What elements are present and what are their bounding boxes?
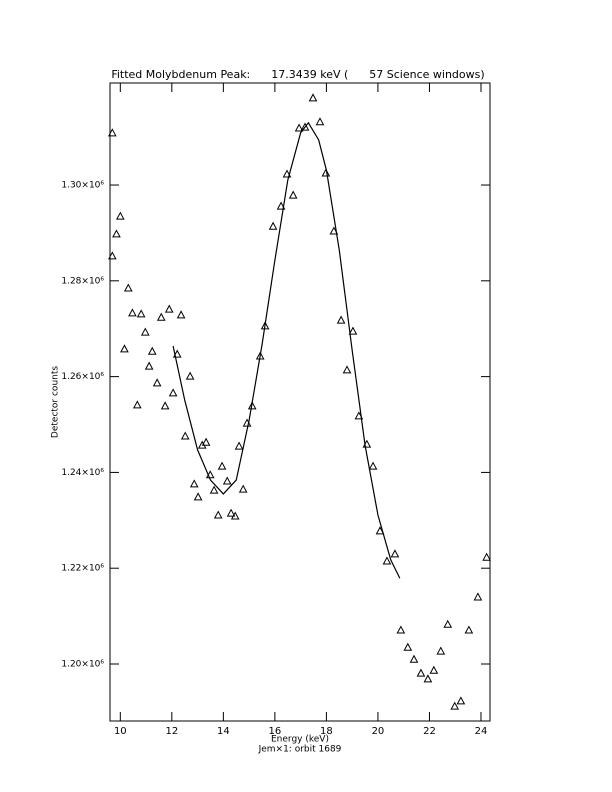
data-point — [336, 315, 346, 324]
data-point — [213, 510, 223, 519]
data-point — [176, 310, 186, 319]
data-point — [416, 668, 426, 677]
data-point — [140, 327, 150, 336]
x-tick-label: 20 — [372, 726, 385, 737]
data-point — [107, 251, 117, 260]
data-point — [128, 308, 137, 317]
data-point — [189, 479, 199, 488]
data-point — [315, 117, 325, 126]
data-point — [268, 221, 278, 230]
data-point — [144, 361, 154, 370]
y-tick-label: 1.22×10⁶ — [61, 564, 104, 574]
data-point — [282, 169, 292, 178]
subtitle: Jem×1: orbit 1689 — [258, 745, 342, 755]
x-tick-label: 12 — [165, 726, 178, 737]
fit-curve — [172, 121, 401, 579]
data-point — [132, 400, 142, 409]
y-tick-label: 1.30×10⁶ — [61, 181, 104, 191]
data-point — [473, 592, 483, 601]
x-tick-label: 10 — [114, 726, 127, 737]
data-point — [164, 304, 174, 313]
data-point — [321, 168, 331, 177]
data-point — [260, 321, 270, 330]
data-point — [342, 365, 352, 374]
data-point — [238, 484, 248, 493]
y-tick-label: 1.26×10⁶ — [61, 372, 104, 382]
data-point — [115, 211, 125, 220]
data-point — [308, 93, 318, 102]
data-point — [222, 476, 232, 485]
data-point — [247, 401, 257, 410]
data-point — [348, 326, 358, 335]
data-point — [201, 437, 211, 446]
data-point — [443, 619, 453, 628]
x-tick-label: 22 — [423, 726, 436, 737]
y-tick-label: 1.24×10⁶ — [61, 468, 104, 478]
data-point — [300, 122, 310, 131]
data-point — [429, 665, 439, 674]
data-point — [423, 674, 433, 683]
data-point — [456, 696, 466, 705]
x-tick-label: 24 — [475, 726, 488, 737]
data-point — [409, 654, 419, 663]
data-point — [123, 283, 133, 292]
y-axis-label: Detector counts — [51, 366, 61, 438]
data-point — [152, 378, 162, 387]
data-point — [482, 552, 491, 561]
x-tick-label: 18 — [320, 726, 333, 737]
data-point — [234, 441, 244, 450]
data-point — [450, 701, 460, 710]
x-tick-label: 16 — [269, 726, 282, 737]
data-point — [120, 344, 129, 353]
y-tick-label: 1.28×10⁶ — [61, 276, 104, 286]
data-point — [396, 625, 406, 634]
data-point — [185, 371, 195, 380]
data-point — [107, 128, 117, 137]
chart-title: Fitted Molybdenum Peak: 17.3439 keV ( 57… — [111, 68, 484, 81]
data-point — [193, 492, 203, 501]
data-point — [180, 431, 190, 440]
data-point — [172, 349, 182, 358]
data-point — [436, 646, 446, 655]
data-point — [464, 625, 474, 634]
x-axis-label: Energy (keV) — [271, 735, 329, 745]
data-point — [294, 123, 304, 132]
data-point — [276, 201, 286, 210]
data-point — [368, 461, 378, 470]
data-point — [209, 485, 219, 494]
data-point — [136, 309, 146, 318]
y-tick-label: 1.20×10⁶ — [61, 660, 104, 670]
data-point — [147, 346, 157, 355]
data-point — [112, 229, 121, 238]
data-point — [230, 511, 240, 520]
data-point — [382, 556, 392, 565]
x-tick-label: 14 — [217, 726, 230, 737]
data-point — [375, 526, 385, 535]
data-point — [403, 642, 413, 651]
data-point — [217, 461, 227, 470]
plot-frame — [109, 82, 491, 722]
data-point — [390, 549, 400, 558]
data-point — [160, 401, 170, 410]
data-point — [156, 312, 166, 321]
data-point — [226, 508, 236, 517]
data-point — [168, 388, 178, 397]
data-point — [288, 190, 298, 199]
